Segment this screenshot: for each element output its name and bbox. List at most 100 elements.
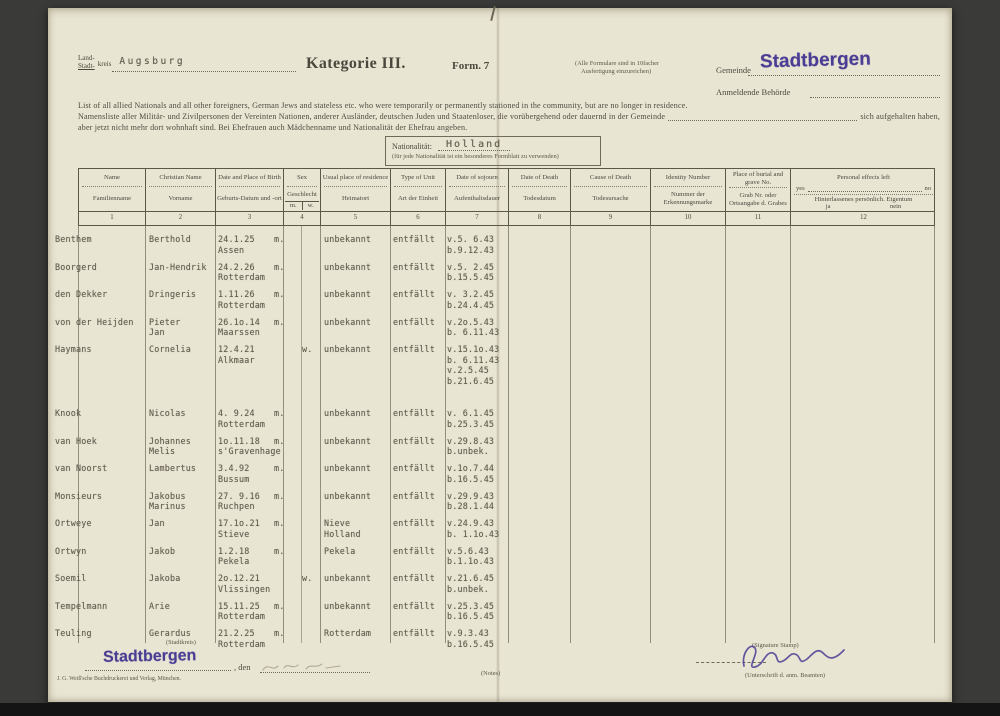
- header-divider: [324, 186, 387, 187]
- cell-birth: 2o.12.21 Vlissingen: [218, 573, 271, 594]
- cell-heimatort: Pekela: [324, 545, 356, 556]
- header-sex-w: w.: [301, 202, 320, 210]
- cell-art-der-einheit: entfällt: [393, 289, 435, 299]
- cell-heimatort: unbekannt: [324, 261, 372, 272]
- column-number: 5: [321, 212, 391, 225]
- page-fold-line: [496, 8, 500, 702]
- cell-aufenthaltsdauer: v. 3.2.45 b.24.4.45: [447, 289, 495, 310]
- cell-sex-m: m.: [274, 545, 285, 556]
- header-divider: [82, 186, 142, 187]
- header-ja-nein: ja nein: [792, 203, 935, 211]
- table-row: Soemil Jakoba 2o.12.21 Vlissingen w. unbekan…: [55, 573, 935, 601]
- cell-familienname: Knook: [55, 408, 82, 418]
- cell-familienname: Monsieurs: [55, 490, 103, 501]
- header-label-en: Cause of Death: [589, 174, 632, 182]
- cell-sex-m: m.: [274, 600, 285, 611]
- column-number: 6: [391, 212, 446, 225]
- column-number: 4: [284, 212, 321, 225]
- cell-familienname: Tempelmann: [55, 600, 108, 611]
- table-row: Tempelmann Arie 15.11.25 Rotterdam m. unbeka…: [55, 600, 935, 629]
- cell-heimatort: unbekannt: [324, 463, 372, 473]
- cell-birth: 27. 9.16 Ruchpen: [218, 490, 260, 512]
- table-row: Boorgerd Jan-Hendrik 24.2.26 Rotterdam m. un…: [55, 261, 935, 290]
- cell-vorname: Gerardus: [149, 628, 191, 638]
- cell-familienname: von der Heijden: [55, 316, 134, 327]
- header-label-en: Name: [104, 174, 120, 182]
- header-sex-subrow: m. w.: [285, 201, 319, 210]
- kreis-dotted-line: [112, 71, 296, 72]
- cell-aufenthaltsdauer: v.25.3.45 b.16.5.45: [447, 600, 495, 622]
- cell-heimatort: unbekannt: [324, 316, 372, 327]
- cell-sex-m: m.: [274, 628, 285, 638]
- cell-aufenthaltsdauer: v.21.6.45 b.unbek.: [447, 573, 495, 594]
- header-nein-label: nein: [890, 203, 902, 211]
- cell-art-der-einheit: entfällt: [393, 628, 435, 638]
- column-rule: [508, 226, 509, 643]
- cell-aufenthaltsdauer: v.15.1o.43 b. 6.11.43 v.2.5.45 b.21.6.45: [447, 344, 500, 386]
- cell-art-der-einheit: entfällt: [393, 261, 435, 272]
- cell-birth: 4. 9.24 Rotterdam: [218, 408, 266, 429]
- cell-birth: 1o.11.18 s'Gravenhage: [218, 435, 281, 457]
- intro-line-de1: Namensliste aller Militär- und Zivilpers…: [78, 111, 940, 122]
- form-title: Kategorie III.: [306, 55, 406, 72]
- column-number: 11: [726, 212, 791, 225]
- cell-heimatort: unbekannt: [324, 573, 372, 583]
- cell-art-der-einheit: entfällt: [393, 545, 435, 556]
- cell-vorname: Jakoba: [149, 573, 181, 583]
- place-dotted-line: [85, 660, 231, 671]
- signature-sub-caption: (Unterschrift d. anm. Beamten): [745, 672, 826, 679]
- cell-sex-m: m.: [274, 234, 285, 244]
- header-label-de: Todesursache: [592, 195, 629, 203]
- table-row: van Noorst Lambertus 3.4.92 Bussum m. unbeka…: [55, 463, 935, 491]
- kreis-word: kreis: [97, 60, 112, 68]
- cell-birth: 24.2.26 Rotterdam: [218, 261, 266, 283]
- intro-de1-text: Namensliste aller Militär- und Zivilpers…: [78, 112, 666, 121]
- nationality-box: Nationalität: Holland (für jede National…: [385, 136, 601, 166]
- notes-caption: (Notes): [481, 670, 501, 677]
- cell-vorname: Johannes Melis: [149, 435, 191, 457]
- den-label: , den: [234, 662, 251, 672]
- header-label-de: Aufenthaltsdauer: [453, 195, 501, 203]
- table-header-cell: Usual place of residence Heimatort: [321, 169, 391, 211]
- nationality-value-typed: Holland: [438, 139, 511, 151]
- document-page: Land- Stadt- kreis Augsburg Kategorie II…: [48, 5, 952, 702]
- cell-vorname: Berthold: [149, 234, 191, 244]
- cell-familienname: den Dekker: [55, 289, 108, 299]
- cell-vorname: Nicolas: [149, 408, 186, 418]
- header-yes-label: yes: [796, 185, 805, 192]
- table-row: Haymans Cornelia 12.4.21 Alkmaar w. unbekann…: [55, 344, 935, 408]
- cell-art-der-einheit: entfällt: [393, 234, 435, 244]
- date-dotted-line: [260, 662, 370, 673]
- table-rows: Benthem Berthold 24.1.25 Assen m. unbekannt e…: [55, 226, 935, 656]
- cell-sex-m: m.: [274, 316, 285, 327]
- behoerde-label: Anmeldende Behörde: [716, 87, 791, 97]
- header-divider: [512, 186, 567, 187]
- header-label-en: Date of sojourn: [456, 174, 498, 182]
- cell-art-der-einheit: entfällt: [393, 435, 435, 446]
- header-label-de: Nummer der Erkennungsmarke: [663, 191, 713, 206]
- column-number: 12: [860, 214, 867, 221]
- table-row: Benthem Berthold 24.1.25 Assen m. unbekannt e…: [55, 234, 935, 262]
- cell-aufenthaltsdauer: v.2o.5.43 b. 6.11.43: [447, 316, 500, 338]
- signature-line: [696, 662, 766, 663]
- header-divider: [794, 193, 933, 195]
- cell-aufenthaltsdauer: v.29.8.43 b.unbek.: [447, 435, 495, 457]
- cell-familienname: Haymans: [55, 344, 92, 354]
- table-row: Monsieurs Jakobus Marinus 27. 9.16 Ruchpen…: [55, 490, 935, 519]
- table-header-cell: Date of sojourn Aufenthaltsdauer: [446, 169, 509, 211]
- cell-aufenthaltsdauer: v.5. 2.45 b.15.5.45: [447, 261, 495, 283]
- cell-heimatort: unbekannt: [324, 435, 372, 446]
- table-row: den Dekker Dringeris 1.11.26 Rotterdam m. un…: [55, 289, 935, 317]
- column-rule: [78, 226, 79, 643]
- header-divider: [654, 186, 722, 187]
- cell-vorname: Jan-Hendrik: [149, 261, 207, 272]
- cell-sex-m: m.: [274, 261, 285, 272]
- cell-heimatort: unbekannt: [324, 344, 372, 354]
- table-row: Ortweye Jan 17.1o.21 Stieve m. Nieve Holland…: [55, 518, 935, 546]
- table-header-cell: Date of Death Todesdatum: [509, 169, 571, 211]
- persons-table: Name Familienname Christian Name Vorname Dat…: [55, 168, 935, 649]
- nationality-note: (für jede Nationalität ist ein besondere…: [392, 153, 559, 160]
- header-label-de: Geschlecht: [287, 190, 317, 198]
- copies-note: (Alle Formulare sind in 10facher Ausfert…: [575, 60, 659, 75]
- table-header-cell: Type of Unit Art der Einheit: [391, 169, 446, 211]
